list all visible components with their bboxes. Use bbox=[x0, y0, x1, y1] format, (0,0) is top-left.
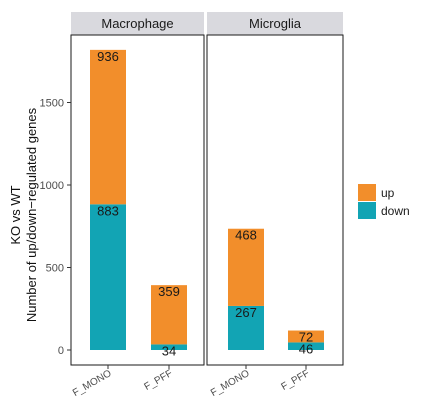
data-label-up: 72 bbox=[299, 330, 313, 345]
facet-strip-microglia bbox=[207, 12, 343, 35]
y-tick-label: 1500 bbox=[40, 98, 64, 110]
x-tick-label: F_PFF bbox=[280, 368, 312, 393]
y-tick-label: 500 bbox=[46, 263, 64, 275]
data-label-up: 359 bbox=[158, 284, 180, 299]
x-tick-label: F_MONO bbox=[71, 368, 114, 399]
data-label-up: 936 bbox=[97, 49, 119, 64]
legend-swatch-down bbox=[358, 202, 376, 219]
bar-segment-up bbox=[90, 49, 126, 205]
facet-label-macrophage: Macrophage bbox=[101, 16, 173, 31]
bar-segment-up bbox=[151, 285, 187, 345]
bar-segment-down bbox=[228, 305, 264, 350]
y-tick-label: 1000 bbox=[40, 180, 64, 192]
legend-label-up: up bbox=[381, 186, 395, 200]
y-tick-label: 0 bbox=[58, 345, 64, 357]
bar-segment-down bbox=[151, 344, 187, 350]
facet-strip-macrophage bbox=[71, 12, 204, 35]
panel-frame-microglia bbox=[206, 34, 344, 366]
bar-segment-up bbox=[288, 330, 324, 343]
bar-segment-down bbox=[90, 204, 126, 350]
bar-segment-up bbox=[228, 228, 264, 306]
data-label-down: 267 bbox=[235, 305, 257, 320]
data-label-down: 34 bbox=[162, 343, 176, 358]
bar-segment-down bbox=[288, 342, 324, 350]
y-axis: 0 500 1000 1500 bbox=[40, 98, 71, 357]
facet-label-microglia: Microglia bbox=[249, 16, 302, 31]
facet-macrophage: Macrophage 936 883 359 34 bbox=[70, 12, 205, 366]
y-axis-title-line1: KO vs WT bbox=[8, 185, 23, 244]
legend-label-down: down bbox=[381, 204, 410, 218]
data-label-down: 883 bbox=[97, 203, 119, 218]
legend: up down bbox=[358, 184, 410, 219]
legend-swatch-up bbox=[358, 184, 376, 201]
y-axis-title-line2: Number of up/down−regulated genes bbox=[24, 107, 39, 322]
data-label-down: 46 bbox=[299, 341, 313, 356]
panel-macrophage: 936 883 359 34 bbox=[90, 49, 187, 358]
panel-frame-macrophage bbox=[70, 34, 205, 366]
x-tick-label: F_MONO bbox=[209, 368, 252, 399]
x-tick-label: F_PFF bbox=[143, 368, 175, 393]
data-label-up: 468 bbox=[235, 228, 257, 243]
